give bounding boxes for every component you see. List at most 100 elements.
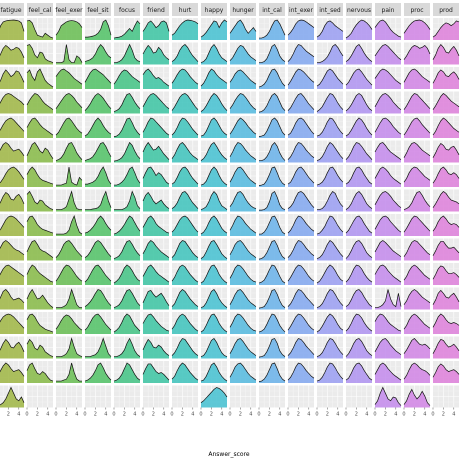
x-tick-label: 0 bbox=[286, 412, 289, 418]
panel-r13-hurt bbox=[171, 312, 199, 334]
panel-r4-feel_sit bbox=[84, 91, 112, 114]
density-line bbox=[374, 313, 402, 332]
density-line bbox=[200, 68, 228, 87]
panel-r3-feel_exer bbox=[55, 67, 83, 89]
density-area bbox=[85, 363, 111, 383]
density-line bbox=[113, 117, 141, 137]
density-line bbox=[287, 362, 315, 381]
x-tick-label: 4 bbox=[191, 412, 194, 418]
density-line bbox=[171, 289, 199, 307]
density-area bbox=[317, 167, 343, 187]
panel-r10-fatigue bbox=[0, 238, 25, 261]
density-line bbox=[171, 264, 199, 283]
density-area bbox=[0, 167, 24, 187]
panel-r15-int_cal bbox=[258, 361, 286, 383]
density-area bbox=[317, 69, 343, 89]
density-area bbox=[288, 314, 314, 334]
density-line bbox=[374, 362, 402, 381]
density-area bbox=[375, 387, 401, 408]
density-line bbox=[200, 19, 228, 38]
panel-r3-focus bbox=[113, 67, 141, 89]
density-line bbox=[287, 240, 315, 258]
density-line bbox=[403, 19, 431, 34]
x-tick-label: 2 bbox=[181, 412, 184, 418]
density-area bbox=[404, 142, 430, 163]
density-area bbox=[201, 289, 227, 310]
facet-label-friend: friend bbox=[147, 7, 165, 14]
panel-r6-proc bbox=[403, 140, 431, 163]
density-line bbox=[345, 68, 373, 86]
density-line bbox=[200, 142, 228, 161]
panel-r10-happy bbox=[200, 238, 228, 261]
density-line bbox=[142, 290, 170, 306]
density-line bbox=[0, 386, 25, 406]
density-area bbox=[56, 338, 82, 359]
density-area bbox=[259, 118, 285, 138]
density-area bbox=[85, 289, 111, 310]
density-area bbox=[56, 118, 82, 138]
density-line bbox=[171, 142, 199, 160]
x-tick-label: 2 bbox=[239, 412, 242, 418]
density-line bbox=[142, 338, 170, 356]
density-area bbox=[433, 363, 459, 383]
density-line bbox=[84, 215, 112, 234]
panel-r14-proc bbox=[403, 336, 431, 359]
density-line bbox=[142, 20, 170, 32]
panel-r8-proc bbox=[403, 189, 431, 212]
density-line bbox=[403, 215, 431, 233]
density-area bbox=[433, 20, 459, 40]
density-line bbox=[403, 362, 431, 380]
panel-r5-feel_sit bbox=[84, 116, 112, 138]
density-area bbox=[0, 192, 24, 212]
panel-r4-proc bbox=[403, 91, 431, 114]
density-line bbox=[0, 117, 25, 132]
panel-r15-proc bbox=[403, 361, 431, 383]
density-line bbox=[142, 141, 170, 160]
density-line bbox=[258, 313, 286, 333]
panel-r9-happy bbox=[200, 214, 228, 236]
density-area bbox=[230, 363, 256, 383]
facet-strip-focus bbox=[114, 3, 140, 16]
panel-r2-friend bbox=[142, 42, 170, 65]
density-line bbox=[403, 240, 431, 257]
density-area bbox=[288, 289, 314, 310]
panel-r16-nervous bbox=[346, 385, 372, 408]
density-line bbox=[84, 93, 112, 111]
density-line bbox=[287, 215, 315, 234]
facet-strip-nervous bbox=[346, 3, 372, 16]
density-line bbox=[229, 240, 257, 258]
density-area bbox=[375, 289, 401, 310]
panel-r6-fatigue bbox=[0, 140, 25, 163]
density-area bbox=[375, 142, 401, 163]
density-area bbox=[375, 44, 401, 65]
density-area bbox=[172, 289, 198, 310]
density-area bbox=[375, 69, 401, 89]
density-line bbox=[171, 68, 199, 85]
panel-r6-int_sed bbox=[316, 140, 344, 163]
density-line bbox=[113, 264, 141, 284]
panel-r11-nervous bbox=[345, 263, 373, 285]
facet-label-proc: proc bbox=[410, 7, 423, 14]
panel-r14-feel_exer bbox=[56, 336, 83, 359]
density-line bbox=[403, 117, 431, 136]
panel-r3-happy bbox=[200, 67, 228, 89]
density-area bbox=[56, 93, 82, 114]
density-line bbox=[258, 166, 286, 186]
density-area bbox=[230, 338, 256, 359]
facet-strip-pain bbox=[375, 3, 401, 16]
density-area bbox=[404, 20, 430, 40]
density-line bbox=[432, 215, 460, 232]
density-area bbox=[346, 118, 372, 138]
facet-label-int_sed: int_sed bbox=[319, 7, 341, 14]
density-line bbox=[55, 117, 83, 136]
x-tick-label: 2 bbox=[7, 412, 10, 418]
density-line bbox=[258, 68, 286, 88]
panel-r6-feel_sit bbox=[84, 140, 112, 163]
panel-r14-fatigue bbox=[0, 336, 25, 359]
panel-r4-hurt bbox=[171, 91, 199, 114]
panel-r7-happy bbox=[200, 165, 228, 187]
panel-r6-int_cal bbox=[259, 140, 286, 163]
facet-strip-int_sed bbox=[317, 3, 343, 16]
density-line bbox=[259, 141, 286, 161]
facet-label-int_cal: int_cal bbox=[262, 7, 282, 14]
